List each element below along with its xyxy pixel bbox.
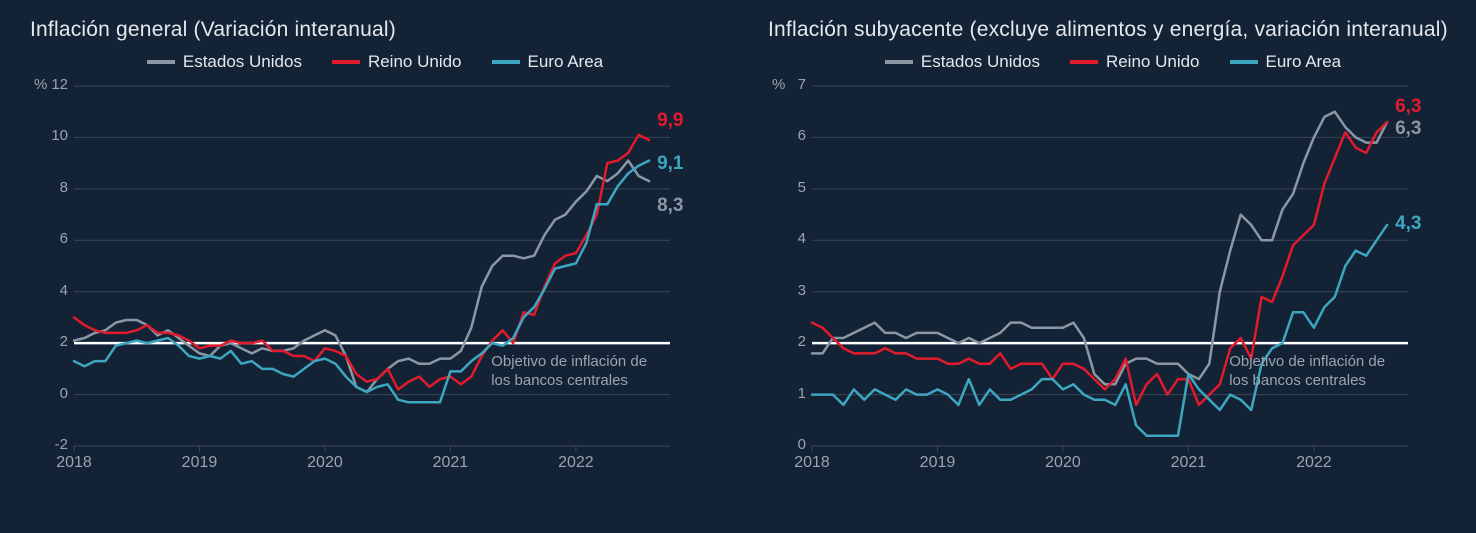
charts-container: { "background_color": "#132235", "text_c… — [0, 0, 1476, 533]
panel-headline-inflation: Inflación general (Variación interanual)… — [0, 0, 738, 533]
legend-swatch — [492, 60, 520, 64]
x-tick-label: 2022 — [1296, 454, 1332, 472]
legend-swatch — [885, 60, 913, 64]
series-end-label-uk: 6,3 — [1395, 96, 1421, 118]
series-line-ea — [812, 225, 1387, 436]
y-tick-label: 4 — [776, 230, 806, 247]
legend-swatch — [332, 60, 360, 64]
y-tick-label: 6 — [38, 230, 68, 247]
y-tick-label: 2 — [38, 333, 68, 350]
legend-label: Reino Unido — [1106, 52, 1200, 72]
y-tick-label: 5 — [776, 179, 806, 196]
legend-item-uk: Reino Unido — [1070, 52, 1200, 72]
legend-item-us: Estados Unidos — [885, 52, 1040, 72]
legend-item-uk: Reino Unido — [332, 52, 462, 72]
target-note: Objetivo de inflación delos bancos centr… — [491, 353, 647, 391]
legend-label: Estados Unidos — [921, 52, 1040, 72]
series-line-uk — [74, 135, 649, 390]
series-end-label-ea: 9,1 — [657, 153, 683, 175]
x-tick-label: 2022 — [558, 454, 594, 472]
y-axis-unit: % — [772, 76, 785, 93]
y-tick-label: 0 — [38, 385, 68, 402]
y-tick-label: 3 — [776, 282, 806, 299]
chart-svg — [768, 76, 1468, 486]
chart-svg — [30, 76, 730, 486]
legend-item-ea: Euro Area — [1230, 52, 1342, 72]
y-tick-label: -2 — [38, 436, 68, 453]
y-tick-label: 8 — [38, 179, 68, 196]
y-tick-label: 0 — [776, 436, 806, 453]
chart-plot-area: 01234567%201820192020202120226,36,34,3Ob… — [768, 76, 1468, 486]
x-tick-label: 2018 — [794, 454, 830, 472]
legend-swatch — [1230, 60, 1258, 64]
chart-plot-area: -2024681012%201820192020202120228,39,99,… — [30, 76, 730, 486]
x-tick-label: 2020 — [1045, 454, 1081, 472]
legend-label: Estados Unidos — [183, 52, 302, 72]
panel-core-inflation: Inflación subyacente (excluye alimentos … — [738, 0, 1476, 533]
y-tick-label: 2 — [776, 333, 806, 350]
legend-swatch — [147, 60, 175, 64]
x-tick-label: 2021 — [1171, 454, 1207, 472]
legend-label: Reino Unido — [368, 52, 462, 72]
legend-swatch — [1070, 60, 1098, 64]
legend: Estados Unidos Reino Unido Euro Area — [30, 52, 720, 72]
x-tick-label: 2019 — [920, 454, 956, 472]
y-tick-label: 1 — [776, 385, 806, 402]
x-tick-label: 2018 — [56, 454, 92, 472]
series-end-label-us: 6,3 — [1395, 118, 1421, 140]
legend-item-us: Estados Unidos — [147, 52, 302, 72]
series-end-label-us: 8,3 — [657, 195, 683, 217]
legend: Estados Unidos Reino Unido Euro Area — [768, 52, 1458, 72]
x-tick-label: 2020 — [307, 454, 343, 472]
y-tick-label: 10 — [38, 127, 68, 144]
series-end-label-ea: 4,3 — [1395, 213, 1421, 235]
target-note: Objetivo de inflación delos bancos centr… — [1229, 353, 1385, 391]
series-end-label-uk: 9,9 — [657, 110, 683, 132]
chart-title: Inflación subyacente (excluye alimentos … — [768, 18, 1458, 42]
legend-item-ea: Euro Area — [492, 52, 604, 72]
y-tick-label: 6 — [776, 127, 806, 144]
legend-label: Euro Area — [1266, 52, 1342, 72]
legend-label: Euro Area — [528, 52, 604, 72]
x-tick-label: 2021 — [433, 454, 469, 472]
x-tick-label: 2019 — [182, 454, 218, 472]
y-tick-label: 4 — [38, 282, 68, 299]
chart-title: Inflación general (Variación interanual) — [30, 18, 720, 42]
y-axis-unit: % — [34, 76, 47, 93]
